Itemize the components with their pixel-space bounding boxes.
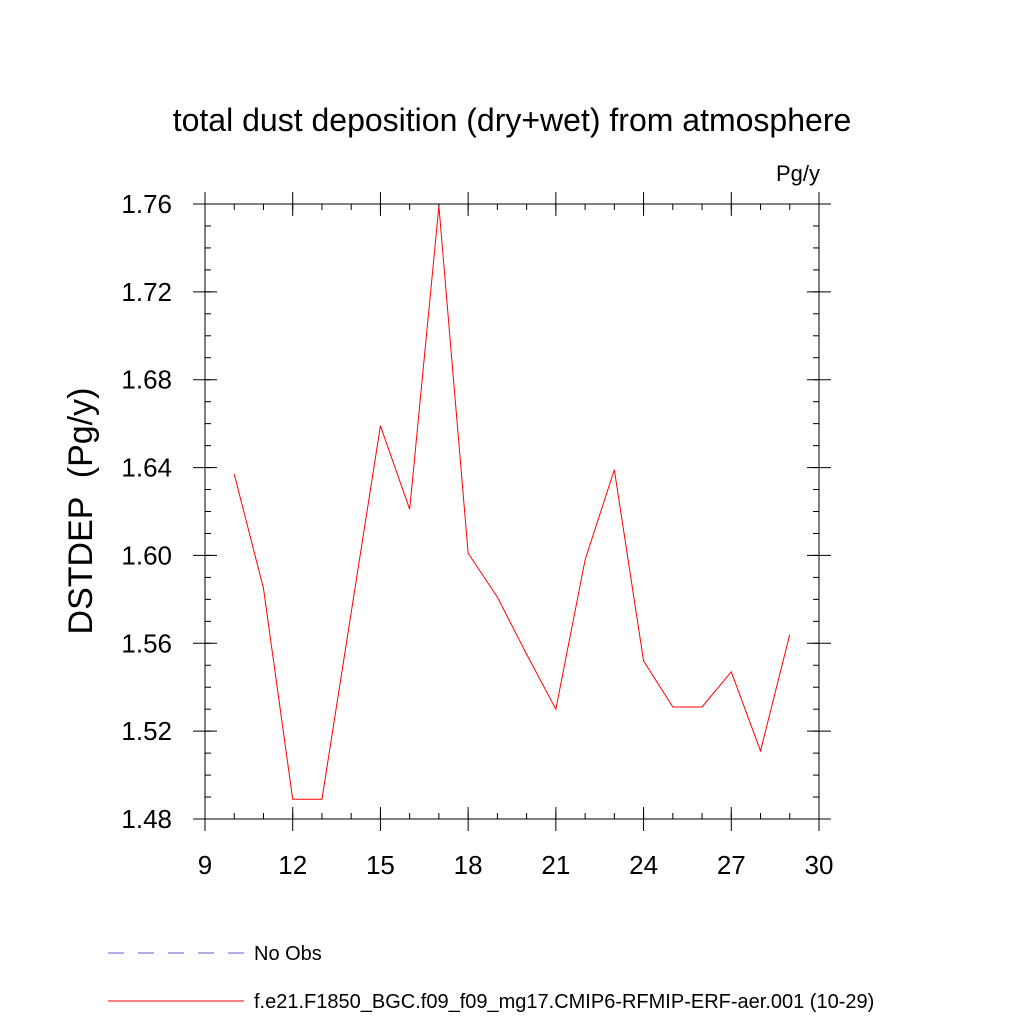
plot-frame <box>204 203 820 820</box>
legend-label-no-obs: No Obs <box>254 943 322 965</box>
series-line <box>233 206 791 800</box>
x-tick-label: 30 <box>805 850 834 880</box>
y-tick-label: 1.76 <box>121 189 172 219</box>
x-tick-label: 12 <box>278 850 307 880</box>
y-axis-label: DSTDEP (Pg/y) <box>62 388 100 635</box>
y-tick-label: 1.48 <box>121 804 172 834</box>
legend-label-model-run: f.e21.F1850_BGC.f09_f09_mg17.CMIP6-RFMIP… <box>254 991 874 1013</box>
series-layer <box>233 206 791 800</box>
y-tick-label: 1.72 <box>121 277 172 307</box>
y-tick-labels: 1.48 1.52 1.56 1.60 1.64 1.68 1.72 1.76 <box>121 189 172 834</box>
units-label: Pg/y <box>776 161 820 186</box>
minor-ticks <box>204 203 820 820</box>
x-tick-label: 27 <box>717 850 746 880</box>
x-tick-label: 18 <box>454 850 483 880</box>
y-tick-label: 1.68 <box>121 365 172 395</box>
y-tick-label: 1.52 <box>121 716 172 746</box>
chart-title: total dust deposition (dry+wet) from atm… <box>173 102 852 138</box>
major-ticks <box>193 192 831 831</box>
x-tick-label: 24 <box>629 850 658 880</box>
y-tick-label: 1.64 <box>121 453 172 483</box>
x-tick-label: 21 <box>541 850 570 880</box>
y-tick-label: 1.60 <box>121 540 172 570</box>
legend: No Obs f.e21.F1850_BGC.f09_f09_mg17.CMIP… <box>108 943 874 1013</box>
y-tick-label: 1.56 <box>121 628 172 658</box>
x-tick-label: 9 <box>198 850 212 880</box>
x-tick-labels: 9 12 15 18 21 24 27 30 <box>198 850 834 880</box>
x-tick-label: 15 <box>366 850 395 880</box>
